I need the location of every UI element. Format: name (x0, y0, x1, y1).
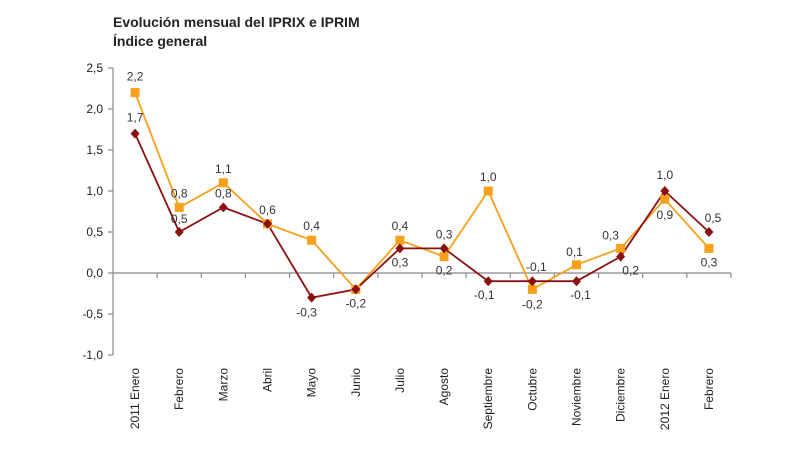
series-darkred-data-label: 0,5 (171, 212, 188, 226)
x-tick-label: Octubre (525, 368, 539, 411)
series-orange-point (439, 252, 449, 262)
x-tick-label: 2012 Enero (658, 368, 672, 430)
series-darkred-data-label: 0,3 (392, 255, 409, 269)
series-darkred-data-label: 0,2 (622, 264, 639, 278)
series-darkred-data-label: 0,8 (215, 186, 232, 200)
series-darkred-point (395, 243, 405, 254)
series-darkred-point (351, 284, 361, 295)
series-orange-data-label: 0,4 (303, 219, 320, 233)
series-orange-data-label: 0,3 (701, 255, 718, 269)
chart-subtitle: Índice general (113, 33, 208, 49)
series-darkred-line (134, 133, 710, 299)
series-orange-point (616, 243, 626, 253)
series-darkred-point (263, 218, 272, 229)
series-darkred-point (439, 243, 449, 254)
y-tick-label: -1,0 (82, 348, 103, 362)
series-orange-data-label: 0,4 (392, 219, 409, 233)
series-orange-point (307, 235, 317, 245)
series-darkred-data-label: -0,1 (526, 260, 547, 274)
series-darkred-point (660, 186, 670, 196)
series-orange-point (704, 243, 714, 253)
x-tick-label: Septiembre (481, 368, 495, 430)
y-tick-label: 2,0 (86, 102, 103, 116)
series-darkred-point (174, 227, 184, 237)
series-darkred-point (483, 276, 493, 287)
series-orange-data-label: 0,2 (436, 264, 453, 278)
series-orange-data-label: 1,0 (480, 170, 497, 184)
x-tick-label: Abril (261, 368, 275, 392)
x-tick-label: Noviembre (570, 368, 584, 426)
x-tick-label: Julio (393, 368, 407, 393)
chart-title: Evolución mensual del IPRIX e IPRIM (113, 14, 360, 30)
series-orange-point (218, 178, 228, 188)
series-darkred-point (307, 292, 317, 303)
y-tick-label: 1,5 (86, 143, 103, 157)
series-orange-data-label: 0,9 (656, 208, 673, 222)
series-darkred-data-label: 0,6 (259, 203, 276, 217)
series-darkred-data-label: -0,2 (345, 296, 366, 310)
series-orange-data-label: 0,1 (566, 245, 583, 259)
y-tick-label: 0,5 (86, 225, 103, 239)
series-orange-point (527, 284, 537, 294)
x-tick-label: Junio (349, 368, 363, 397)
x-tick-label: Marzo (216, 368, 230, 402)
y-tick-label: -0,5 (82, 307, 103, 321)
x-tick-label: Agosto (437, 368, 451, 406)
series-darkred-data-label: 1,7 (127, 111, 144, 125)
series-darkred-point (704, 227, 714, 237)
series-darkred-point (572, 276, 581, 287)
series-orange-data-label: 1,1 (215, 162, 232, 176)
series-orange-point (572, 260, 581, 270)
x-tick-label: 2011 Enero (128, 368, 142, 429)
series-darkred-data-label: -0,3 (296, 306, 317, 320)
x-tick-label: Febrero (702, 368, 716, 410)
data-labels: 2,2 0,8 1,1 0,4 0,4 0,2 1,0 -0,2 0,1 0,3 0,9 0,3 1,7… (127, 70, 722, 320)
series-darkred-data-label: 0,5 (705, 211, 722, 225)
x-tick-label: Diciembre (614, 368, 628, 422)
series-darkred-data-label: -0,1 (570, 288, 591, 302)
series-darkred-data-label: 1,0 (656, 168, 673, 182)
series-orange-point (130, 88, 140, 98)
x-tick-label: Febrero (172, 368, 186, 410)
series-darkred-point (527, 276, 537, 287)
series-markers (130, 88, 714, 303)
series-orange-data-label: -0,2 (522, 297, 543, 311)
series-darkred-point (218, 202, 228, 213)
series-darkred-data-label: 0,3 (436, 227, 453, 241)
y-tick-label: 1,0 (86, 184, 103, 198)
series-orange-data-label: 0,8 (171, 186, 188, 200)
y-tick-label: 0,0 (86, 266, 103, 280)
series-orange-data-label: 0,3 (602, 228, 619, 242)
series-orange-data-label: 2,2 (127, 70, 144, 84)
series-orange-point (174, 202, 184, 212)
series-orange-point (395, 235, 405, 245)
series-lines (134, 92, 710, 299)
axes: 2,5 2,0 1,5 1,0 0,5 0,0 -0,5 -1,0 2011 Enero Febr… (82, 61, 732, 430)
y-tick-label: 2,5 (86, 61, 103, 75)
series-darkred-data-label: -0,1 (474, 288, 495, 302)
series-orange-point (660, 194, 670, 204)
series-darkred-point (616, 251, 626, 262)
x-tick-label: Mayo (305, 368, 319, 398)
series-darkred-point (130, 128, 140, 139)
series-orange-point (483, 186, 493, 196)
